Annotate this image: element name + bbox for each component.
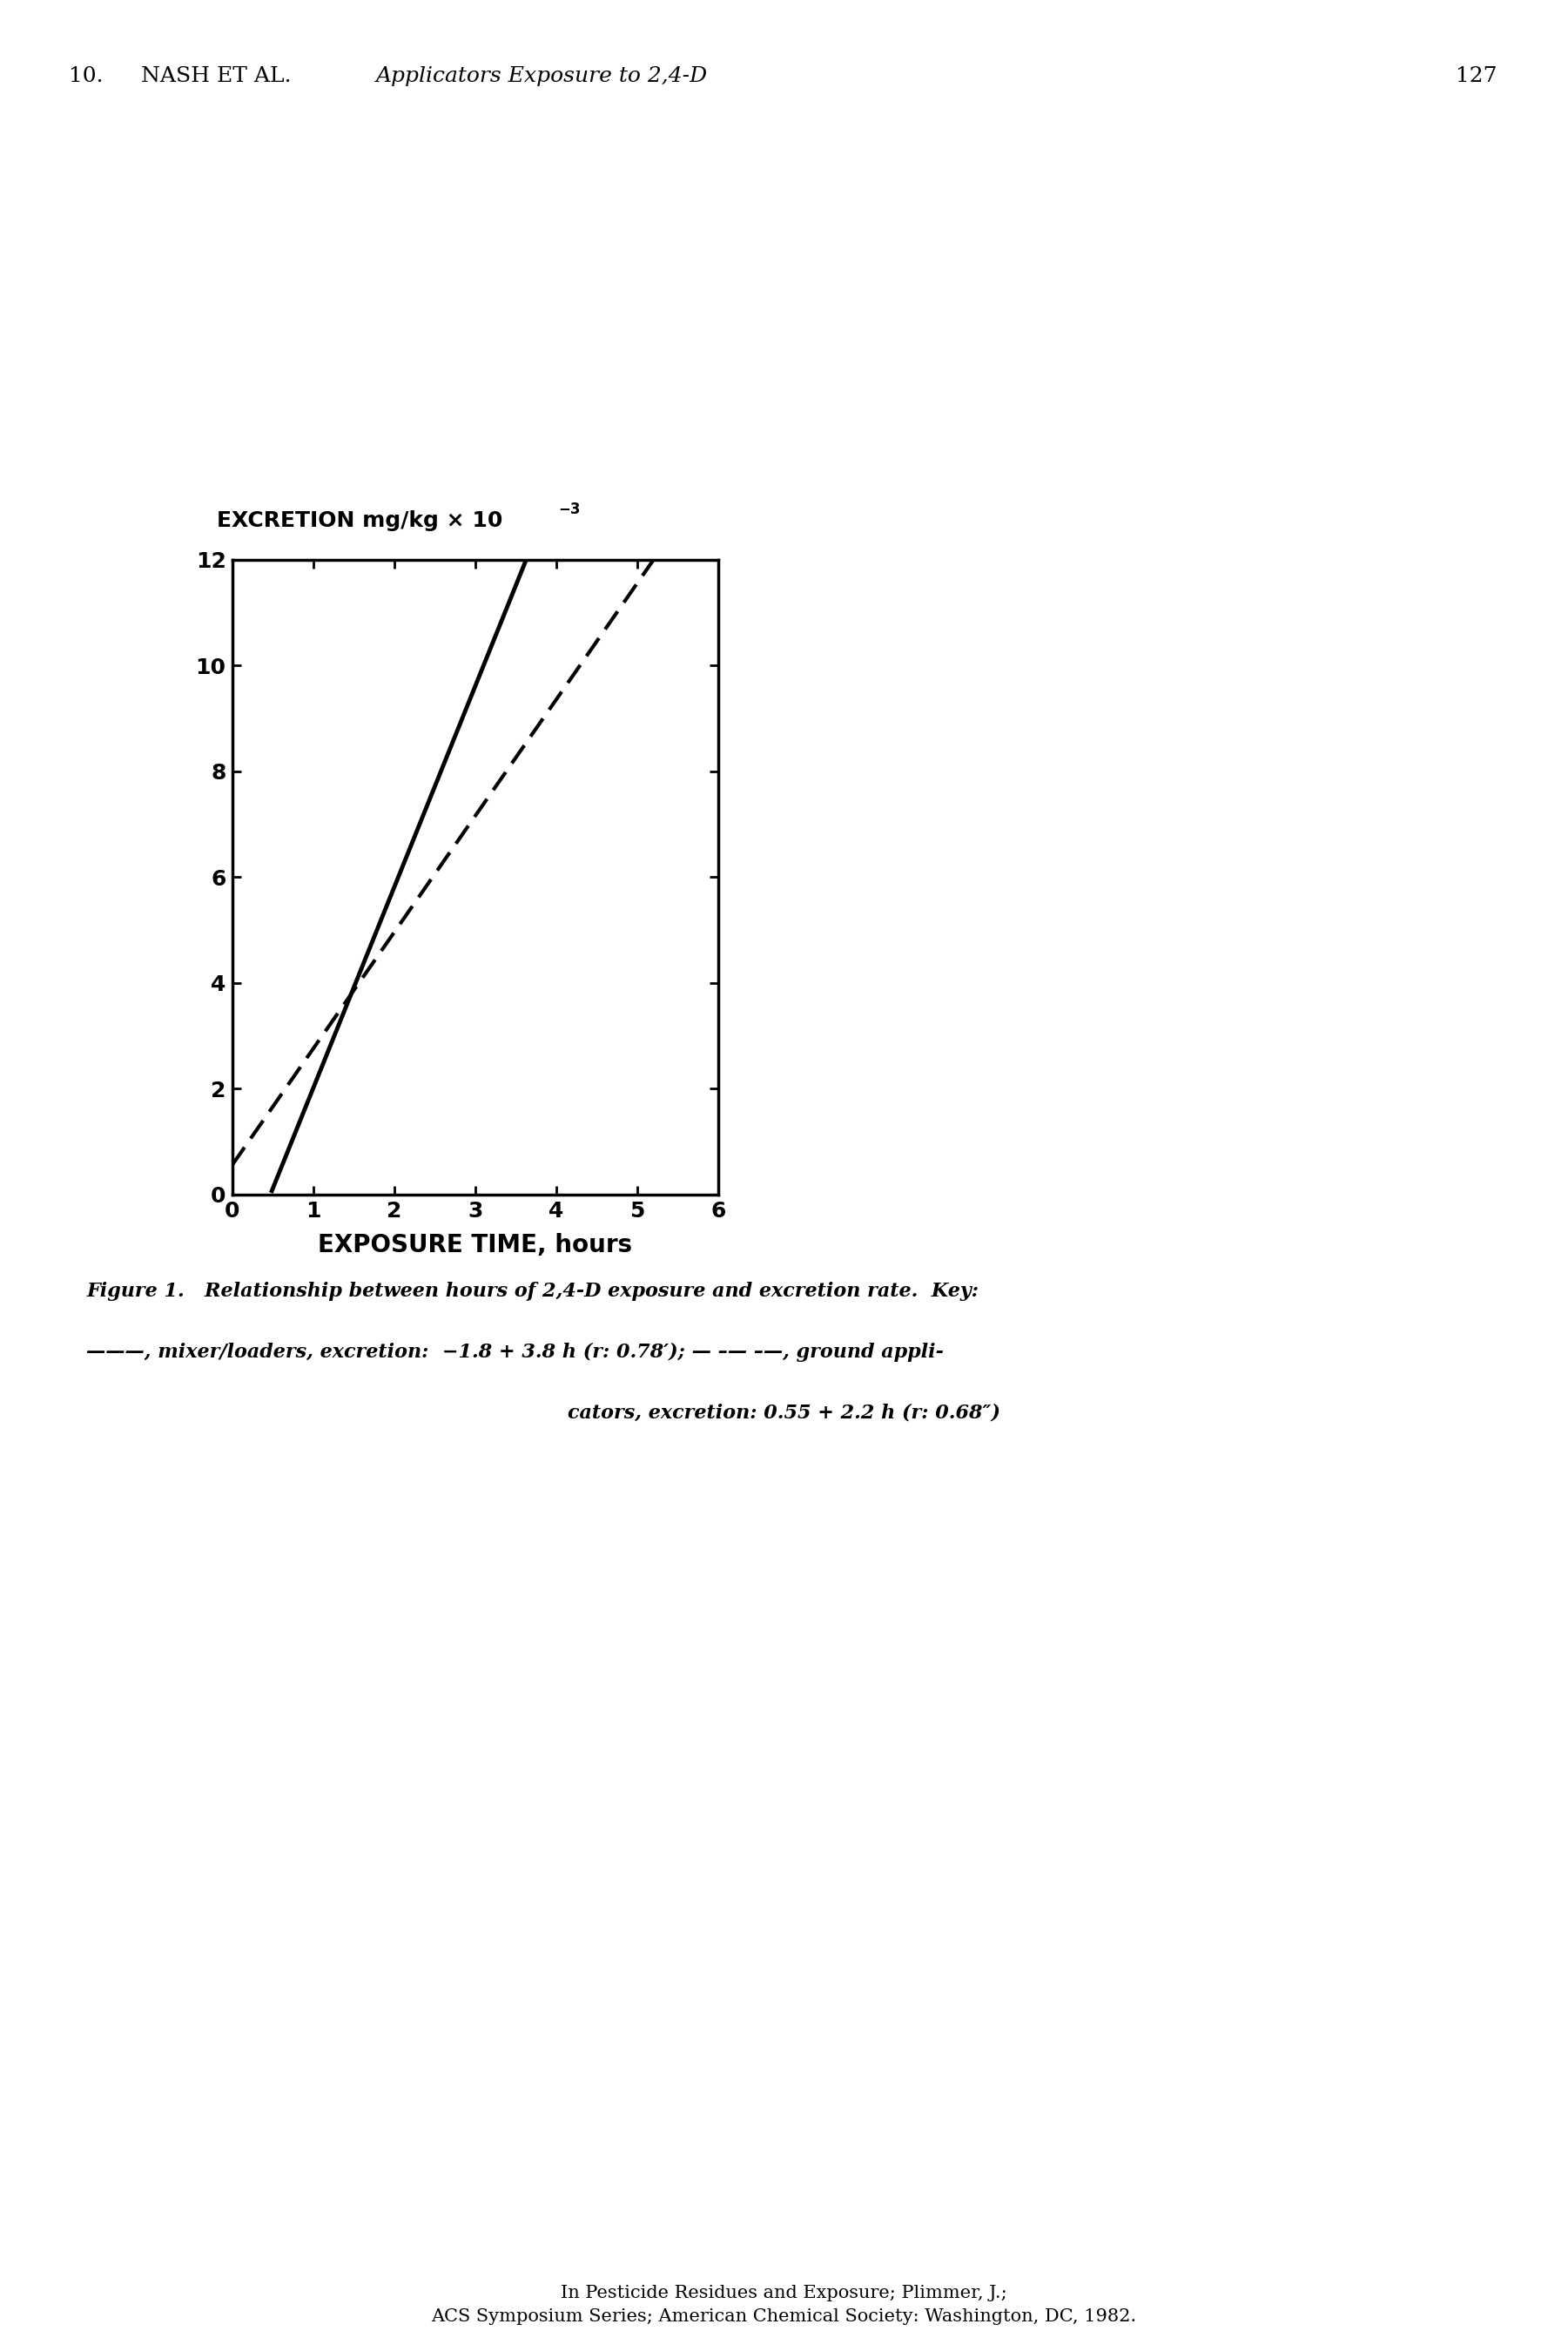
Text: Applicators Exposure to 2,4-D: Applicators Exposure to 2,4-D (376, 66, 709, 87)
Text: In Pesticide Residues and Exposure; Plimmer, J.;: In Pesticide Residues and Exposure; Plim… (561, 2285, 1007, 2302)
Text: ———, mixer/loaders, excretion:  −1.8 + 3.8 h (r: 0.78′); — –— –—, ground appli-: ———, mixer/loaders, excretion: −1.8 + 3.… (86, 1342, 944, 1361)
Text: NASH ET AL.: NASH ET AL. (141, 66, 292, 87)
X-axis label: EXPOSURE TIME, hours: EXPOSURE TIME, hours (318, 1234, 632, 1258)
Text: EXCRETION mg/kg × 10: EXCRETION mg/kg × 10 (216, 510, 502, 531)
Text: cators, excretion: 0.55 + 2.2 h (r: 0.68″): cators, excretion: 0.55 + 2.2 h (r: 0.68… (568, 1404, 1000, 1422)
Text: −3: −3 (558, 501, 580, 517)
Text: ACS Symposium Series; American Chemical Society: Washington, DC, 1982.: ACS Symposium Series; American Chemical … (431, 2309, 1137, 2325)
Text: Figure 1.   Relationship between hours of 2,4-D exposure and excretion rate.  Ke: Figure 1. Relationship between hours of … (86, 1281, 978, 1300)
Text: 127: 127 (1457, 66, 1497, 87)
Text: 10.: 10. (69, 66, 103, 87)
